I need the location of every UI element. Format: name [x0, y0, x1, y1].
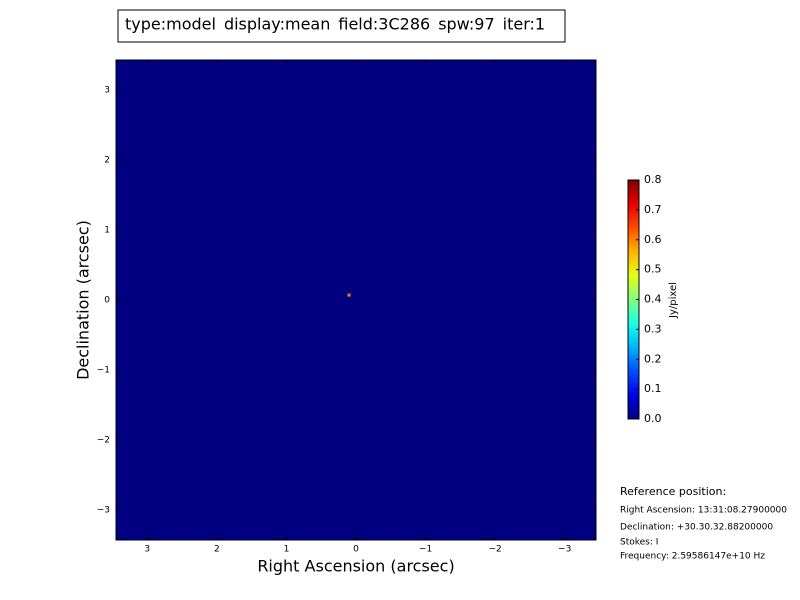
colorbar-label: Jy/pixel	[668, 282, 679, 319]
header-item: type:model	[125, 15, 216, 34]
x-tick-label: 0	[353, 545, 359, 555]
y-tick-label: 0	[104, 296, 110, 306]
header-box	[117, 9, 566, 43]
reference-line: Stokes: I	[620, 538, 658, 548]
x-axis-label: Right Ascension (arcsec)	[257, 557, 454, 576]
colorbar-tick-label: 0.1	[644, 382, 662, 395]
image-background	[116, 60, 596, 540]
x-tick-label: −3	[558, 545, 571, 555]
colorbar-tick-label: 0.6	[644, 233, 662, 246]
x-tick-label: 3	[144, 545, 150, 555]
header-item: field:3C286	[338, 15, 430, 34]
colorbar-tick-label: 0.4	[644, 293, 662, 306]
colorbar-tick-label: 0.5	[644, 263, 662, 276]
colorbar-tick-label: 0.0	[644, 412, 662, 425]
y-tick-label: −3	[97, 505, 110, 515]
header-item: iter:1	[503, 15, 545, 34]
header-item: display:mean	[224, 15, 330, 34]
y-tick-label: −1	[97, 365, 110, 375]
reference-line: Declination: +30.30.32.88200000	[620, 523, 773, 533]
colorbar-tick-label: 0.7	[644, 203, 662, 216]
y-axis-label: Declination (arcsec)	[74, 220, 93, 380]
y-tick-label: 2	[104, 156, 110, 166]
colorbar-tick-label: 0.2	[644, 352, 662, 365]
reference-line: Frequency: 2.59586147e+10 Hz	[620, 552, 765, 562]
colorbar-tick-label: 0.3	[644, 322, 662, 335]
x-tick-label: 2	[214, 545, 220, 555]
x-tick-label: −2	[488, 545, 501, 555]
colorbar-tick-label: 0.8	[644, 173, 662, 186]
y-tick-label: 3	[104, 86, 110, 96]
reference-title: Reference position:	[620, 485, 726, 498]
y-tick-label: −2	[97, 435, 110, 445]
image-pixel	[347, 293, 351, 297]
x-tick-label: −1	[419, 545, 432, 555]
x-tick-label: 1	[284, 545, 290, 555]
reference-line: Right Ascension: 13:31:08.27900000	[620, 506, 787, 516]
y-tick-label: 1	[104, 226, 110, 236]
header-item: spw:97	[438, 15, 494, 34]
